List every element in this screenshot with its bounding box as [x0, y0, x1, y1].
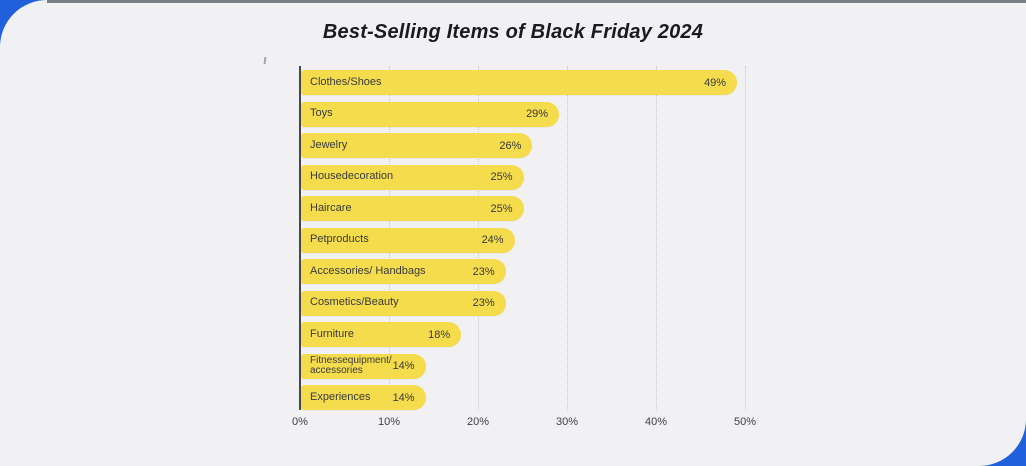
bar-value-label: 14%: [392, 391, 415, 404]
bar-category-label: Toys: [310, 107, 333, 120]
bar-row: Accessories/ Handbags 23%: [301, 259, 506, 284]
x-axis-tick-label: 20%: [466, 416, 490, 428]
bar-value-label: 25%: [490, 202, 513, 215]
corner-accent-top-left: [0, 0, 47, 47]
y-axis-line: [299, 66, 301, 410]
x-axis-tick-label: 30%: [555, 416, 579, 428]
bar-category-label: Haircare: [310, 201, 352, 214]
bar-row: Haircare 25%: [301, 196, 524, 221]
x-axis-tick-label: 0%: [292, 416, 308, 428]
bar-value-label: 18%: [428, 328, 451, 341]
bar-value-label: 23%: [472, 297, 495, 309]
bar-value-label: 24%: [481, 234, 504, 246]
bar-value-label: 29%: [526, 108, 549, 120]
bar-row: Fitnessequipment/ accessories 14%: [301, 353, 426, 379]
bar-category-label: Clothes/Shoes: [310, 75, 382, 88]
bar-row: Clothes/Shoes 49%: [301, 70, 738, 95]
bar-category-label: Furniture: [310, 327, 355, 340]
bar-row: Housedecoration 25%: [301, 164, 524, 190]
bar-value-label: 25%: [490, 171, 513, 183]
bar-value-label: 14%: [392, 360, 415, 372]
corner-accent-bottom-right: [979, 419, 1026, 466]
bar-category-label: Petproducts: [310, 233, 369, 246]
bar-value-label: 49%: [704, 76, 727, 89]
bar-row: Experiences 14%: [301, 385, 426, 410]
bar-row: Toys 29%: [301, 101, 560, 127]
bar-category-label: Cosmetics/Beauty: [310, 296, 399, 309]
x-axis-tick-label: 50%: [733, 416, 757, 428]
x-axis-tick-label: 40%: [644, 416, 668, 428]
bar-row: Cosmetics/Beauty 23%: [301, 290, 506, 316]
bar-row: Petproducts 24%: [301, 227, 515, 253]
top-edge-strip: [0, 0, 1026, 3]
bar-category-label: Accessories/ Handbags: [310, 264, 426, 277]
gridline-30%: [567, 66, 568, 410]
bar-category-label: Jewelry: [310, 138, 348, 151]
gridline-40%: [656, 66, 657, 410]
gridline-50%: [745, 66, 746, 410]
bar-category-label: Fitnessequipment/ accessories: [310, 354, 392, 376]
bar-category-label: Housedecoration: [310, 170, 394, 183]
axis-tick-mark: [263, 56, 267, 65]
bar-row: Jewelry 26%: [301, 133, 533, 158]
bar-category-label: Experiences: [310, 390, 371, 403]
bar-value-label: 26%: [499, 139, 522, 152]
bar-row: Furniture 18%: [301, 322, 462, 347]
x-axis-tick-label: 10%: [377, 416, 401, 428]
chart-title: Best-Selling Items of Black Friday 2024: [322, 21, 704, 43]
bar-value-label: 23%: [472, 265, 495, 278]
